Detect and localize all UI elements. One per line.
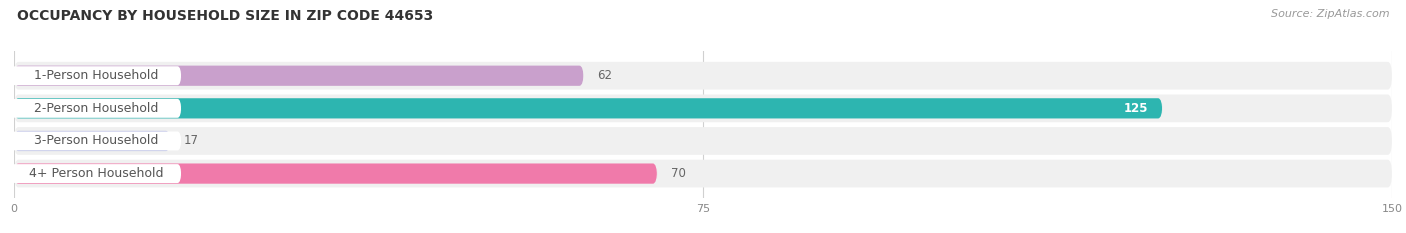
FancyBboxPatch shape	[11, 99, 181, 118]
FancyBboxPatch shape	[14, 66, 583, 86]
Text: 125: 125	[1123, 102, 1149, 115]
FancyBboxPatch shape	[14, 164, 657, 184]
FancyBboxPatch shape	[11, 131, 181, 151]
Text: OCCUPANCY BY HOUSEHOLD SIZE IN ZIP CODE 44653: OCCUPANCY BY HOUSEHOLD SIZE IN ZIP CODE …	[17, 9, 433, 23]
Text: 2-Person Household: 2-Person Household	[34, 102, 159, 115]
FancyBboxPatch shape	[14, 62, 1392, 89]
FancyBboxPatch shape	[14, 160, 1392, 187]
Text: 1-Person Household: 1-Person Household	[34, 69, 159, 82]
FancyBboxPatch shape	[14, 98, 1163, 118]
Text: 62: 62	[598, 69, 613, 82]
Text: 3-Person Household: 3-Person Household	[34, 134, 159, 147]
FancyBboxPatch shape	[14, 95, 1392, 122]
Text: 70: 70	[671, 167, 686, 180]
Text: 17: 17	[184, 134, 200, 147]
Text: Source: ZipAtlas.com: Source: ZipAtlas.com	[1271, 9, 1389, 19]
FancyBboxPatch shape	[14, 127, 1392, 155]
FancyBboxPatch shape	[14, 131, 170, 151]
FancyBboxPatch shape	[11, 66, 181, 85]
FancyBboxPatch shape	[11, 164, 181, 183]
Text: 4+ Person Household: 4+ Person Household	[30, 167, 163, 180]
